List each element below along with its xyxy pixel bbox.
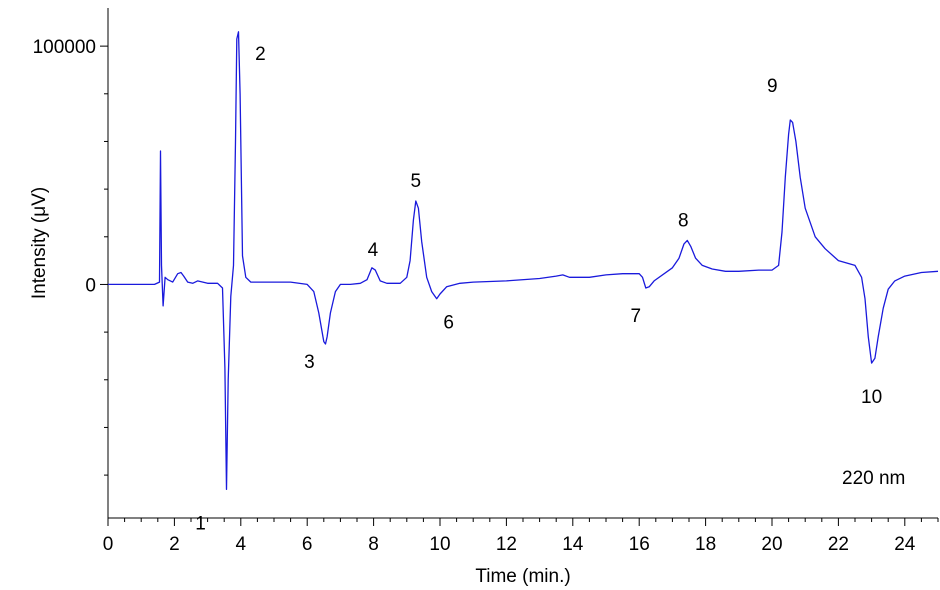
chromatogram-trace bbox=[108, 31, 939, 491]
wavelength-annotation: 220 nm bbox=[842, 468, 905, 489]
x-tick-label: 24 bbox=[894, 534, 916, 555]
x-tick-label: 12 bbox=[496, 534, 517, 555]
peak-label: 8 bbox=[678, 210, 689, 231]
x-tick-label: 0 bbox=[103, 534, 114, 555]
peak-label: 7 bbox=[631, 306, 642, 327]
y-tick-label: 0 bbox=[85, 275, 96, 296]
peak-label: 1 bbox=[195, 513, 206, 534]
peak-label: 5 bbox=[410, 171, 421, 192]
x-tick-label: 22 bbox=[828, 534, 849, 555]
peak-label: 6 bbox=[443, 313, 454, 334]
x-tick-label: 8 bbox=[368, 534, 379, 555]
peak-label: 2 bbox=[255, 44, 266, 65]
x-tick-label: 2 bbox=[169, 534, 180, 555]
x-axis-title: Time (min.) bbox=[475, 566, 570, 587]
x-tick-label: 16 bbox=[629, 534, 650, 555]
y-tick-label: 100000 bbox=[33, 37, 96, 58]
peak-label: 3 bbox=[304, 352, 315, 373]
x-tick-label: 6 bbox=[302, 534, 313, 555]
y-axis-title: Intensity (μV) bbox=[29, 187, 50, 299]
x-tick-label: 10 bbox=[429, 534, 450, 555]
x-tick-label: 4 bbox=[236, 534, 247, 555]
peak-label: 10 bbox=[861, 387, 882, 408]
x-tick-label: 18 bbox=[695, 534, 716, 555]
x-tick-label: 14 bbox=[562, 534, 584, 555]
peak-label: 9 bbox=[767, 76, 778, 97]
x-tick-label: 20 bbox=[761, 534, 782, 555]
peak-label: 4 bbox=[368, 240, 379, 261]
